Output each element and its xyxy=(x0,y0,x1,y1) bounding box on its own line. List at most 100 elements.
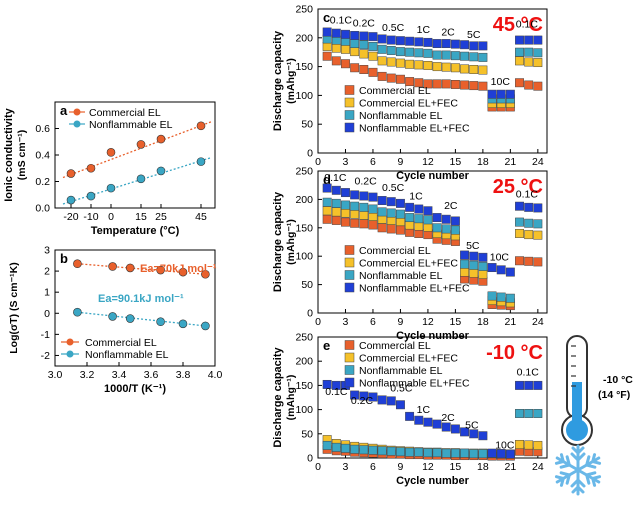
data-point xyxy=(441,214,451,224)
legend-label: Nonflammable EL xyxy=(89,119,173,131)
data-point xyxy=(350,31,360,40)
data-point xyxy=(450,216,460,226)
data-point xyxy=(341,188,350,198)
legend-marker xyxy=(344,282,355,293)
legend-label: Nonflammable EL xyxy=(359,110,443,122)
snowflake-icon xyxy=(552,444,604,496)
data-point xyxy=(441,448,451,458)
data-point xyxy=(350,39,360,49)
data-point xyxy=(136,174,146,184)
data-point xyxy=(524,409,534,418)
x-tick-label: 24 xyxy=(532,316,544,328)
data-point xyxy=(450,80,460,89)
data-point xyxy=(156,134,166,144)
x-tick-label: 21 xyxy=(505,461,517,473)
data-point xyxy=(423,448,433,458)
data-point xyxy=(432,419,442,429)
x-tick-label: 25 xyxy=(155,211,167,223)
x-tick-label: 3 xyxy=(343,316,349,328)
y-axis-unit: (mAhg⁻¹) xyxy=(285,219,297,265)
data-point xyxy=(533,203,543,213)
panel-label: d xyxy=(323,172,331,187)
y-tick-label: -2 xyxy=(41,350,50,362)
plot-frame xyxy=(54,249,216,367)
legend-label: Nonflammable EL+FEC xyxy=(359,378,470,390)
x-tick-label: 18 xyxy=(477,316,489,328)
legend-label: Nonflammable EL+FEC xyxy=(359,283,470,295)
x-tick-label: 3.6 xyxy=(144,369,159,381)
legend-label: Nonflammable EL xyxy=(359,365,443,377)
y-axis-label: Discharge capacity xyxy=(272,30,284,131)
x-tick-label: 0 xyxy=(108,211,114,223)
inset-temperature-c: -10 °C xyxy=(603,374,633,386)
x-tick-label: 3.0 xyxy=(48,369,63,381)
y-tick-label: 0 xyxy=(307,308,313,320)
data-point xyxy=(322,379,332,389)
rate-label: 0.1C xyxy=(517,367,540,379)
data-point xyxy=(377,223,387,233)
plot-frame xyxy=(317,170,548,314)
data-point xyxy=(469,260,479,270)
legend-marker xyxy=(344,377,355,388)
data-point xyxy=(108,262,117,271)
data-point xyxy=(487,291,497,301)
data-point xyxy=(478,252,488,262)
data-point xyxy=(441,39,451,49)
rate-label: 1C xyxy=(409,190,423,202)
panel-a-ionic-conductivity: -20 -10 0 15 25 45 0.0 0.2 0.4 0.6 Temperature (°C… xyxy=(3,101,216,237)
data-point xyxy=(331,207,341,217)
y-tick-label: 50 xyxy=(301,279,313,291)
data-point xyxy=(359,445,369,455)
data-point xyxy=(441,50,451,60)
y-tick-label: 0 xyxy=(307,453,313,465)
data-point xyxy=(359,191,369,201)
data-point xyxy=(450,63,460,73)
data-point xyxy=(505,293,515,303)
legend-marker xyxy=(66,350,74,358)
y-tick-label: 2 xyxy=(44,266,50,278)
data-point xyxy=(386,197,396,207)
data-point xyxy=(460,40,470,50)
data-point xyxy=(368,192,378,202)
data-point xyxy=(322,440,332,450)
data-point xyxy=(469,268,479,278)
data-point xyxy=(460,250,470,260)
data-point xyxy=(423,215,433,225)
data-point xyxy=(469,41,479,51)
data-point xyxy=(423,417,433,427)
data-point xyxy=(533,35,543,45)
y-tick-label: 150 xyxy=(295,61,313,73)
data-point xyxy=(450,51,460,61)
rate-label: 0.5C xyxy=(382,182,405,194)
data-point xyxy=(460,267,470,277)
legend-label: Commercial EL+FEC xyxy=(359,258,458,270)
data-point xyxy=(405,213,415,223)
data-point xyxy=(478,431,488,441)
data-point xyxy=(359,49,369,59)
rate-label: 0.5C xyxy=(382,22,405,34)
y-tick-label: 200 xyxy=(295,356,313,368)
data-point xyxy=(395,198,405,208)
data-point xyxy=(450,39,460,49)
data-point xyxy=(201,321,210,331)
temperature-label: 45 °C xyxy=(493,14,543,36)
data-point xyxy=(405,59,415,69)
legend-label: Commercial EL xyxy=(359,340,431,352)
data-point xyxy=(496,449,506,459)
rate-label: 0.2C xyxy=(355,176,378,188)
x-tick-label: 6 xyxy=(370,316,376,328)
x-tick-label: 12 xyxy=(422,156,434,168)
data-point xyxy=(350,390,360,400)
activation-energy-nonflammable: Ea=90.1kJ mol⁻¹ xyxy=(98,293,184,305)
data-point xyxy=(460,259,470,269)
x-tick-label: 4.0 xyxy=(208,369,223,381)
legend-marker xyxy=(344,122,355,133)
data-point xyxy=(414,48,424,58)
data-point xyxy=(178,319,188,329)
data-point xyxy=(469,81,479,91)
data-point xyxy=(515,47,524,57)
data-point xyxy=(377,207,387,217)
y-tick-label: 100 xyxy=(295,404,313,416)
rate-label: 5C xyxy=(465,419,479,431)
data-point xyxy=(368,445,378,455)
